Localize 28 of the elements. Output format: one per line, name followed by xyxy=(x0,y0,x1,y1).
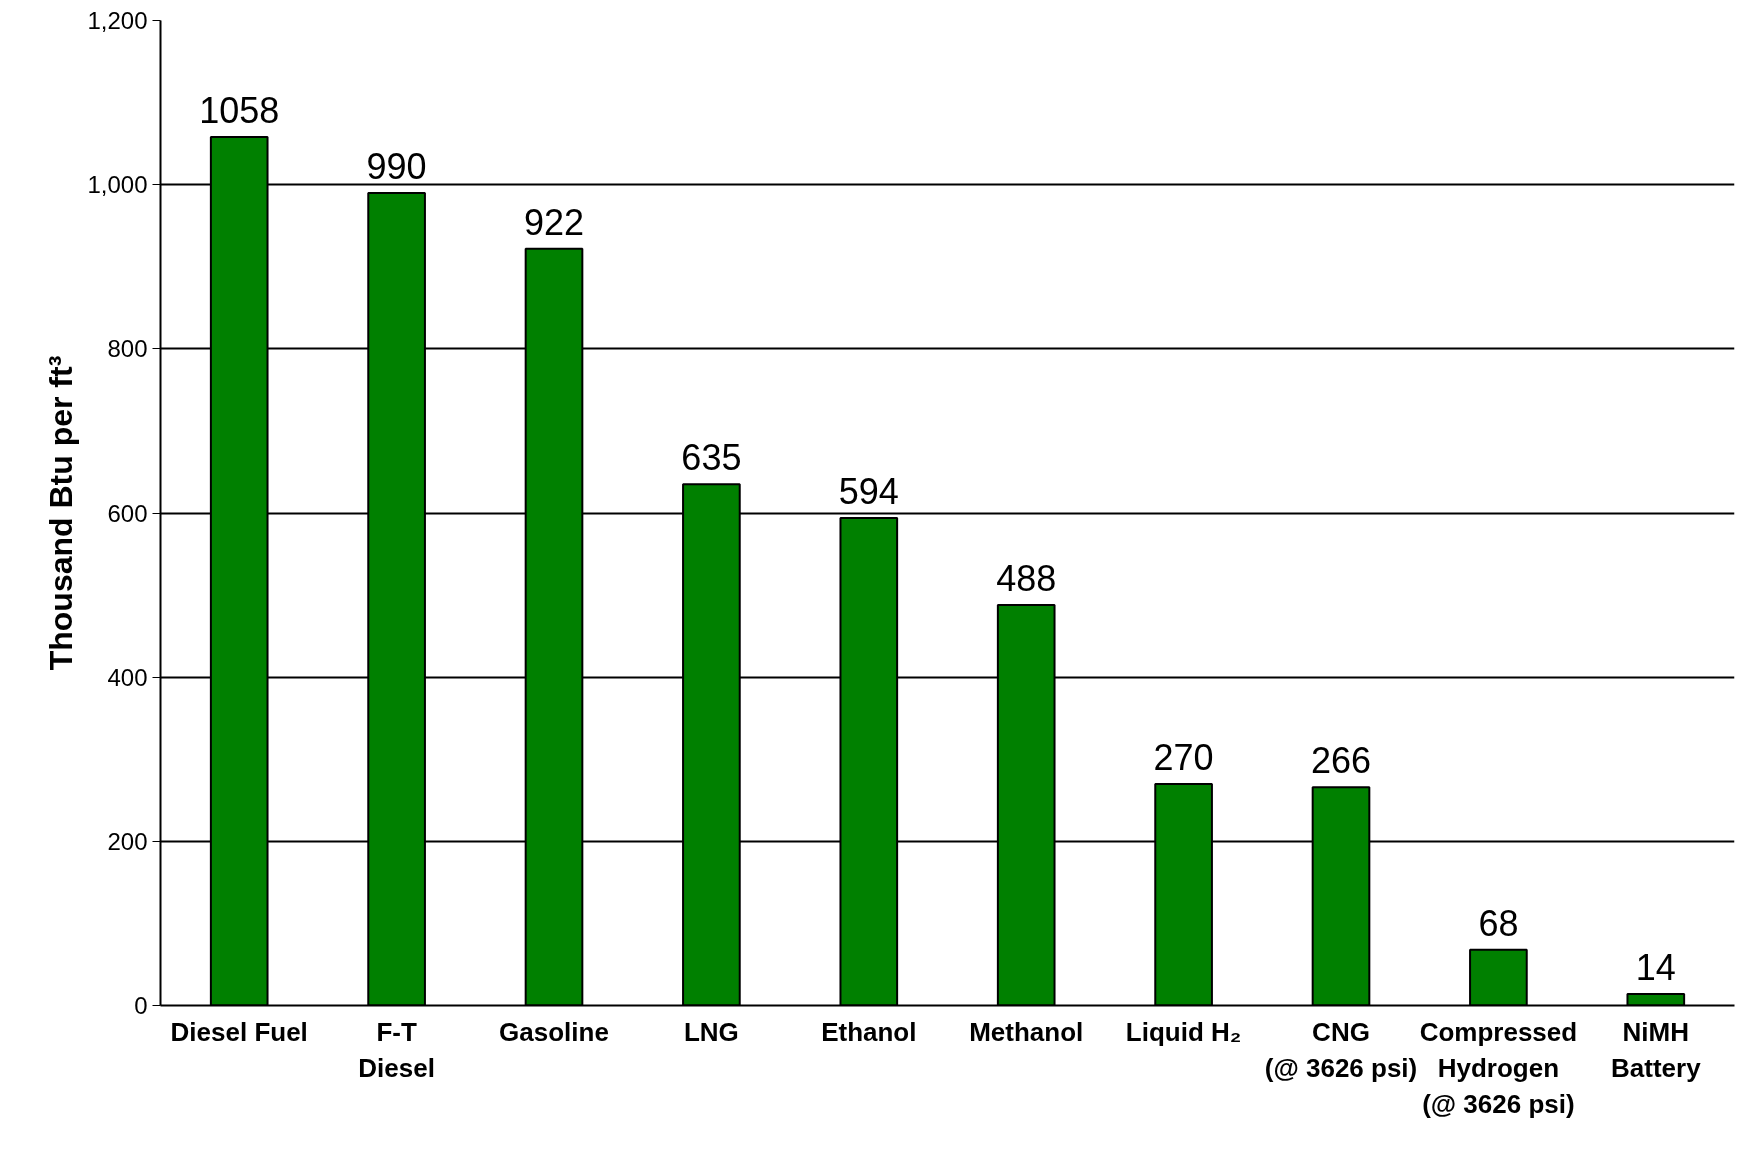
y-tick-label: 1,200 xyxy=(87,7,148,34)
y-tick-label: 0 xyxy=(134,992,148,1019)
y-tick-label: 1,000 xyxy=(87,171,148,199)
y-tick-label: 200 xyxy=(107,827,148,855)
data-label: 270 xyxy=(1153,736,1214,778)
x-tick-label: NiMH Battery xyxy=(1611,1016,1702,1083)
data-label: 266 xyxy=(1310,740,1372,782)
data-label: 990 xyxy=(366,145,427,187)
data-label: 635 xyxy=(681,437,742,479)
x-tick-label: Methanol xyxy=(969,1016,1084,1047)
y-tick-label: 800 xyxy=(107,335,148,363)
data-label: 488 xyxy=(996,557,1057,599)
x-tick-label: LNG xyxy=(683,1016,739,1047)
x-tick-label: CNG (@ 3626 psi) xyxy=(1264,1016,1418,1083)
x-tick-label: Compressed Hydrogen (@ 3626 psi) xyxy=(1419,1016,1578,1119)
y-tick-label: 400 xyxy=(107,663,148,691)
x-tick-label: F-T Diesel xyxy=(358,1016,435,1083)
y-axis-title: Thousand Btu per ft³ xyxy=(43,355,80,671)
y-tick-label: 600 xyxy=(107,499,148,527)
data-label: 14 xyxy=(1635,947,1676,989)
x-tick-label: Diesel Fuel xyxy=(170,1016,308,1047)
data-label: 922 xyxy=(523,201,585,243)
data-label: 68 xyxy=(1478,902,1519,944)
data-label: 1058 xyxy=(199,90,280,132)
x-tick-label: Gasoline xyxy=(499,1016,609,1047)
data-label: 594 xyxy=(838,470,899,512)
x-tick-label: Ethanol xyxy=(821,1016,917,1047)
x-tick-label: Liquid H₂ xyxy=(1125,1016,1242,1047)
